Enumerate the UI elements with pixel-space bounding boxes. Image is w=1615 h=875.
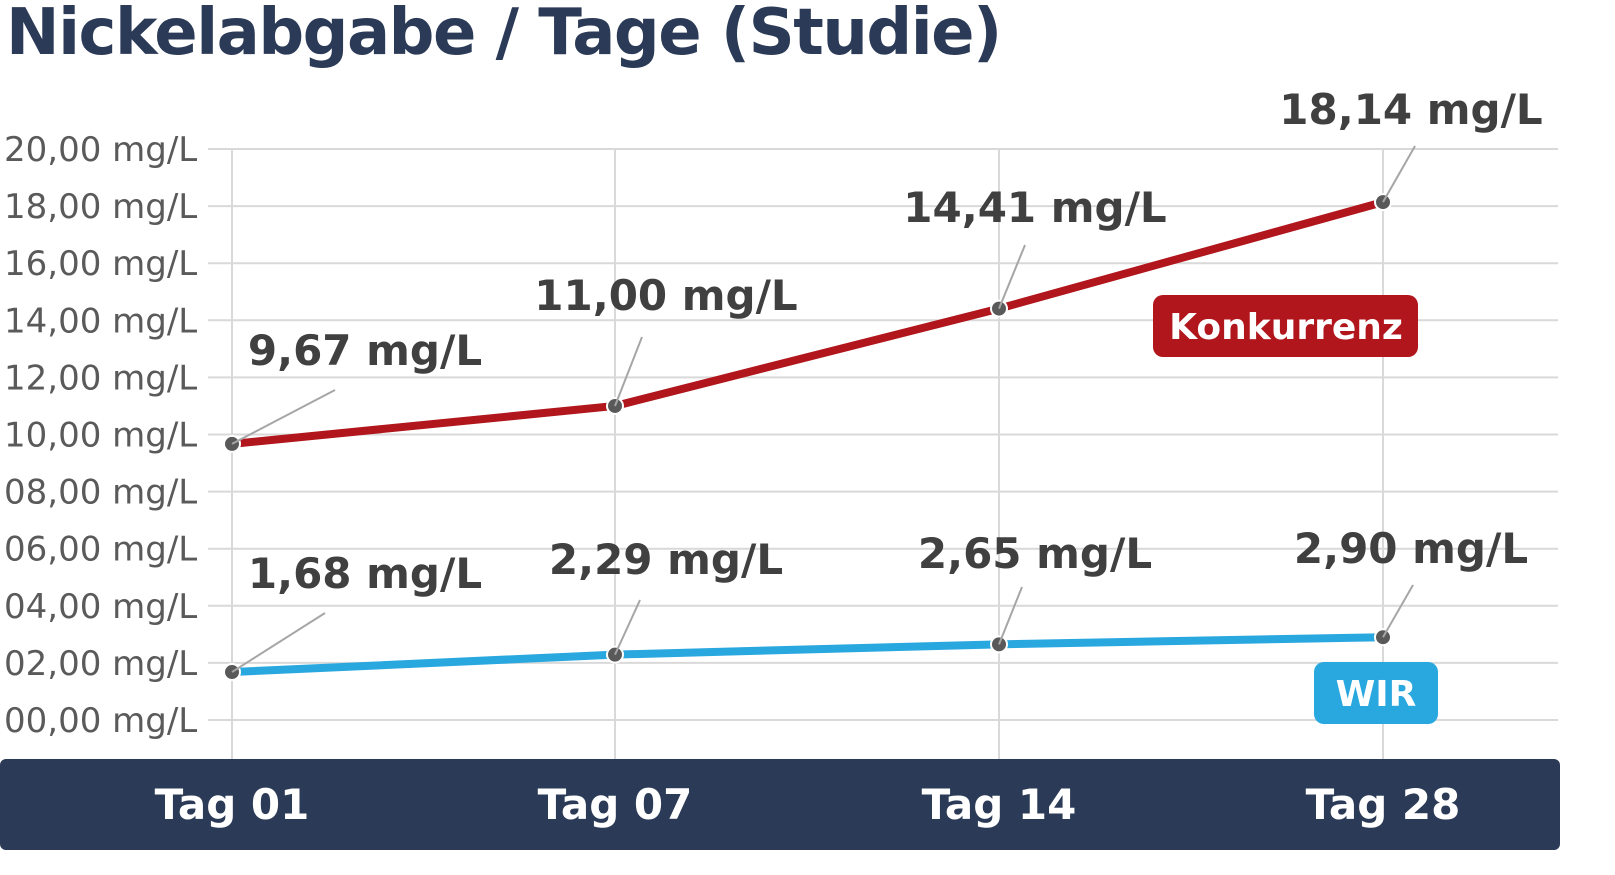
series-line-wir — [228, 633, 1387, 677]
y-tick-label: 06,00 mg/L — [4, 530, 197, 570]
leader-line — [614, 336, 643, 407]
leader-line — [998, 586, 1023, 645]
y-tick-label: 16,00 mg/L — [4, 244, 197, 284]
x-tick-label: Tag 01 — [155, 780, 310, 829]
x-tick-label: Tag 28 — [1306, 780, 1461, 829]
leader-line — [1382, 584, 1414, 638]
series-layer — [223, 193, 1392, 682]
grid-lines — [208, 148, 1558, 762]
series-line-konkurrenz — [228, 198, 1387, 448]
legend-label: WIR — [1336, 674, 1417, 715]
x-tick-label: Tag 14 — [922, 780, 1077, 829]
y-tick-label: 00,00 mg/L — [4, 701, 197, 741]
y-tick-label: 04,00 mg/L — [4, 587, 197, 627]
data-label: 2,65 mg/L — [918, 529, 1152, 578]
data-label: 18,14 mg/L — [1279, 85, 1542, 134]
y-tick-label: 14,00 mg/L — [4, 301, 197, 341]
data-label: 9,67 mg/L — [248, 326, 482, 375]
leader-line — [231, 612, 326, 673]
legend-badge-konkurrenz — [1153, 295, 1418, 357]
x-axis: Tag 01 Tag 07 Tag 14 Tag 28 — [0, 759, 1560, 850]
y-tick-label: 10,00 mg/L — [4, 416, 197, 456]
leader-line — [614, 599, 641, 656]
y-axis: 00,00 mg/L 02,00 mg/L 04,00 mg/L 06,00 mg/L… — [4, 130, 197, 741]
x-axis-band — [0, 759, 1560, 850]
leader-line — [1382, 145, 1416, 203]
x-tick-label: Tag 07 — [538, 780, 693, 829]
y-tick-label: 20,00 mg/L — [4, 130, 197, 170]
data-label: 2,29 mg/L — [549, 535, 783, 584]
y-tick-label: 08,00 mg/L — [4, 473, 197, 513]
leader-line — [231, 389, 336, 445]
leader-line — [998, 244, 1026, 309]
data-label: 14,41 mg/L — [903, 183, 1166, 232]
data-label: 1,68 mg/L — [248, 549, 482, 598]
y-tick-label: 12,00 mg/L — [4, 358, 197, 398]
data-label: 11,00 mg/L — [534, 271, 797, 320]
data-labels: 9,67 mg/L 11,00 mg/L 14,41 mg/L 18,14 mg/L 1… — [231, 85, 1543, 673]
chart-title: Nickelabgabe / Tage (Studie) — [6, 0, 1002, 70]
legend-label: Konkurrenz — [1169, 307, 1403, 348]
series-badges: Konkurrenz WIR — [1153, 295, 1438, 724]
y-tick-label: 02,00 mg/L — [4, 644, 197, 684]
data-label: 2,90 mg/L — [1294, 524, 1528, 573]
legend-badge-wir — [1314, 662, 1438, 724]
y-tick-label: 18,00 mg/L — [4, 187, 197, 227]
